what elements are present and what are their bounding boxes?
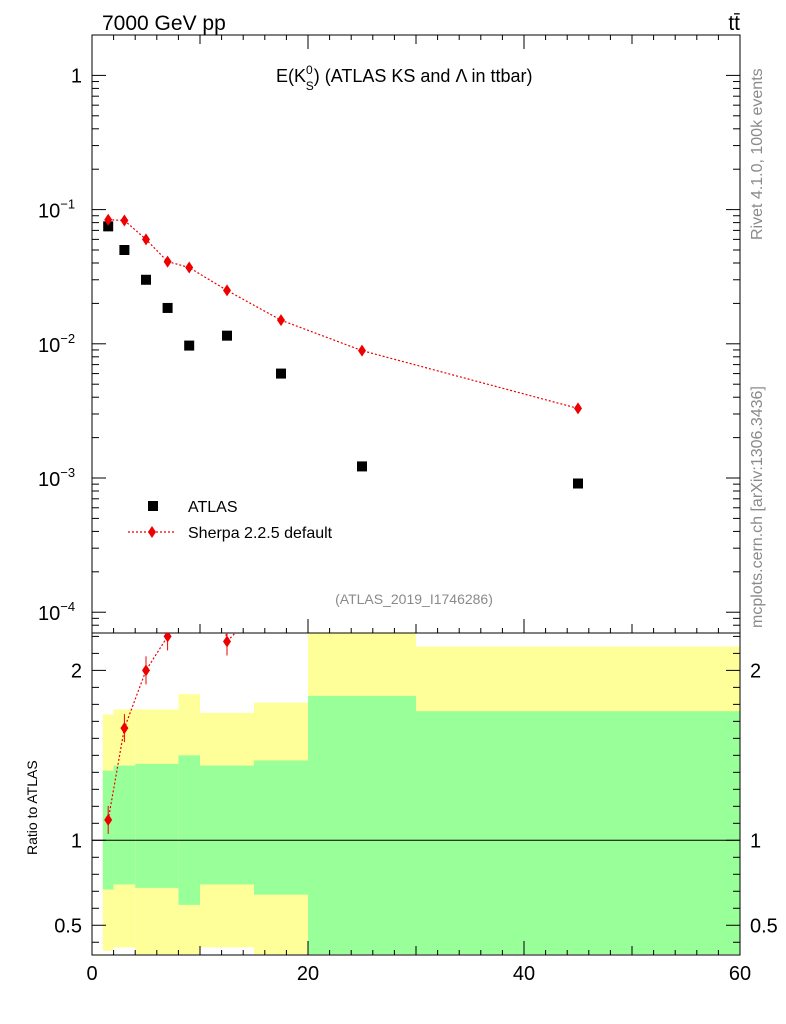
- band-inner-3: [178, 755, 200, 905]
- atlas-point-1: [119, 245, 130, 256]
- y-tick-label-main-4: 10−4: [38, 599, 75, 625]
- band-inner-7: [416, 711, 740, 955]
- atlas-point-7: [357, 461, 367, 472]
- ratio-sherpa-point-5: [223, 635, 231, 648]
- y-tick-label-ratio-left-2: 2: [71, 660, 82, 682]
- rivet-label: Rivet 4.1.0, 100k events: [749, 68, 766, 240]
- y-tick-exponent: −3: [60, 465, 75, 480]
- atlas-point-0: [103, 221, 114, 232]
- process-label: tt̄: [728, 12, 740, 35]
- atlas-point-4: [184, 340, 195, 351]
- y-tick-base: 10: [38, 335, 60, 357]
- y-tick-exponent: −2: [60, 331, 75, 346]
- atlas-point-6: [276, 368, 286, 379]
- legend: ATLAS Sherpa 2.2.5 default: [128, 499, 333, 542]
- y-tick-label-ratio-right-0: 0.5: [750, 915, 778, 937]
- ratio-sherpa-point-4: [185, 359, 193, 371]
- band-inner-5: [254, 760, 308, 895]
- sherpa-point-4: [185, 261, 194, 274]
- sherpa-point-2: [142, 233, 150, 246]
- y-tick-base: 10: [38, 469, 60, 491]
- band-inner-6: [308, 695, 416, 955]
- sherpa-point-5: [223, 284, 231, 297]
- main-panel-frame: [91, 34, 741, 634]
- sherpa-line: [108, 219, 579, 410]
- ratio-series: [104, 359, 285, 834]
- source-label: mcplots.cern.ch [arXiv:1306.3436]: [749, 386, 766, 628]
- sherpa-point-7: [358, 344, 366, 357]
- atlas-point-5: [222, 330, 232, 341]
- ratio-sherpa-point-1: [120, 722, 129, 735]
- legend-sherpa-label: Sherpa 2.2.5 default: [188, 525, 333, 542]
- x-tick-label-1: 20: [297, 963, 319, 985]
- sherpa-point-3: [163, 255, 172, 268]
- y-tick-label-main-3: 10−3: [38, 465, 75, 491]
- title-sup: 0: [306, 63, 313, 77]
- legend-atlas-label: ATLAS: [188, 499, 238, 516]
- legend-sherpa-marker: [148, 526, 156, 538]
- y-tick-label-main-2: 10−2: [38, 331, 75, 357]
- y-tick-base: 10: [38, 201, 60, 223]
- sherpa-point-8: [574, 402, 582, 415]
- y-tick-label-ratio-left-1: 1: [71, 830, 82, 852]
- x-tick-label-2: 40: [513, 963, 535, 985]
- x-tick-label-0: 0: [86, 963, 97, 985]
- chart-title: E(K0 S) (ATLAS KS and Λ in ttbar): [276, 63, 533, 93]
- ratio-sherpa-point-0: [104, 813, 113, 826]
- atlas-point-3: [162, 302, 173, 313]
- band-inner-4: [200, 765, 254, 885]
- y-tick-label-main-1: 10−1: [38, 197, 75, 223]
- ratio-ylabel: Ratio to ATLAS: [24, 760, 40, 855]
- legend-atlas-marker: [148, 501, 158, 511]
- ratio-sherpa-point-6: [277, 579, 285, 591]
- y-tick-label-ratio-right-2: 2: [750, 660, 761, 682]
- y-tick-label-ratio-right-1: 1: [750, 830, 761, 852]
- band-inner-1: [113, 765, 136, 885]
- y-tick-exponent: −1: [60, 197, 75, 212]
- ratio-sherpa-point-2: [142, 664, 150, 677]
- ratio-sherpa-point-3: [163, 633, 172, 643]
- ratio-clipped-group: [104, 359, 285, 834]
- sherpa-point-6: [277, 314, 285, 327]
- atlas-point-8: [573, 478, 583, 489]
- band-inner-2: [135, 763, 179, 888]
- sherpa-point-0: [104, 213, 113, 226]
- y-tick-exponent: −4: [60, 599, 75, 614]
- energy-label: 7000 GeV pp: [102, 12, 226, 35]
- title-rest: ) (ATLAS KS and Λ in ttbar): [314, 66, 533, 86]
- title-main: E(K: [276, 66, 306, 86]
- ratio-bands: [92, 633, 740, 955]
- y-tick-base: 10: [38, 603, 60, 625]
- analysis-id: (ATLAS_2019_I1746286): [335, 591, 493, 607]
- atlas-point-2: [141, 274, 151, 285]
- title-sub: S: [306, 79, 314, 93]
- x-tick-label-3: 60: [729, 963, 751, 985]
- y-tick-label-main-0: 1: [71, 65, 82, 87]
- y-tick-label-ratio-left-0: 0.5: [54, 915, 82, 937]
- main-series: [103, 213, 583, 489]
- sherpa-point-1: [120, 214, 129, 227]
